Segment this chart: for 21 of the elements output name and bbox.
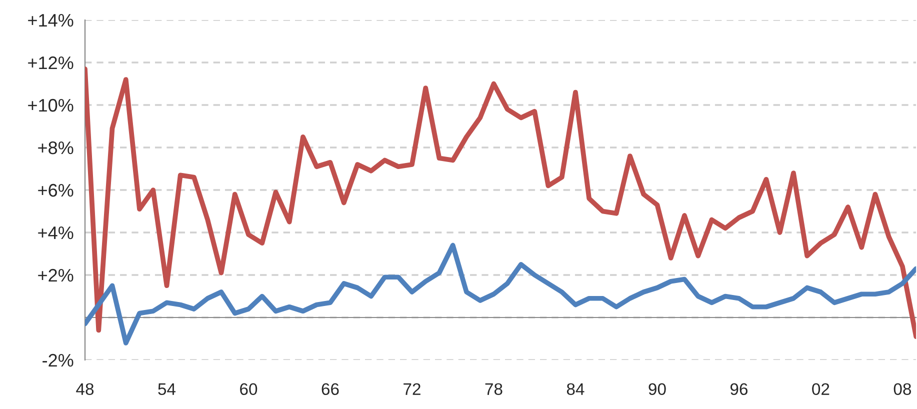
y-tick-label: +4%: [38, 226, 74, 240]
x-tick-label: 84: [566, 383, 584, 396]
y-tick-label: +6%: [38, 184, 74, 197]
x-tick-label: 60: [240, 383, 258, 396]
x-tick-label: 96: [730, 383, 748, 396]
x-tick-label: 78: [485, 383, 502, 396]
y-tick-label: +14%: [28, 14, 74, 27]
y-tick-label: +10%: [28, 98, 74, 112]
y-tick-label: +2%: [38, 268, 74, 282]
y-tick-label: +12%: [28, 56, 74, 70]
x-tick-label: 72: [404, 383, 420, 395]
x-tick-label: 54: [158, 383, 176, 396]
x-tick-label: 66: [322, 383, 339, 396]
x-tick-label: 48: [76, 383, 94, 396]
x-tick-label: 02: [812, 383, 830, 396]
y-tick-label: -2%: [42, 354, 74, 367]
line-series: [85, 242, 916, 346]
x-tick-label: 90: [648, 383, 666, 396]
line-series: [85, 66, 916, 340]
x-tick-label: 08: [894, 383, 912, 396]
y-tick-label: +8%: [38, 141, 74, 154]
